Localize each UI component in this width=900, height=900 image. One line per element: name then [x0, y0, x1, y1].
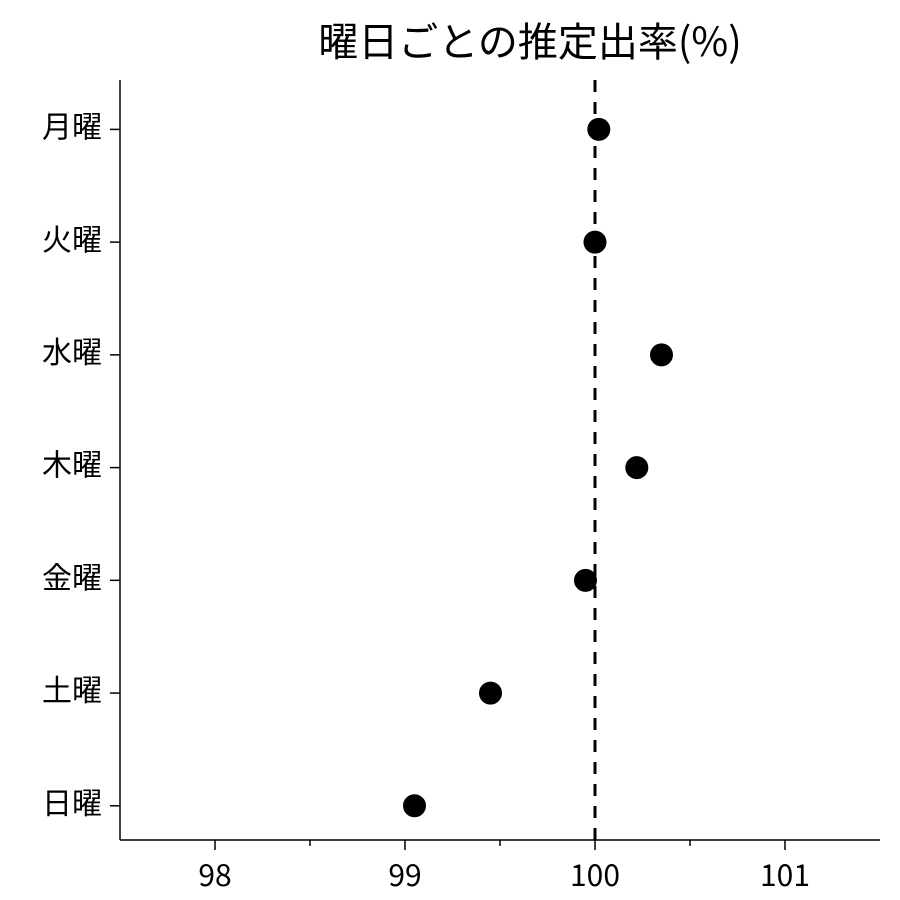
chart-container: 98 99 100 101 月曜火曜水曜木曜金曜土曜日曜 曜日ごとの推定出率(%)	[0, 0, 900, 900]
y-tick-label: 日曜	[42, 779, 102, 823]
y-tick-label: 土曜	[42, 666, 102, 710]
data-point	[575, 569, 597, 591]
data-point	[480, 682, 502, 704]
data-point	[404, 795, 426, 817]
x-tick-label: 101	[760, 851, 810, 895]
y-tick-label: 月曜	[42, 103, 102, 147]
data-point	[588, 118, 610, 140]
y-tick-label: 火曜	[42, 215, 102, 259]
y-tick-label: 金曜	[42, 553, 102, 597]
chart-background	[0, 0, 900, 900]
data-point	[584, 231, 606, 253]
y-tick-label: 水曜	[42, 328, 102, 372]
x-tick-label: 98	[198, 851, 231, 895]
y-tick-label: 木曜	[42, 441, 102, 485]
data-point	[626, 457, 648, 479]
data-point	[651, 344, 673, 366]
chart-title: 曜日ごとの推定出率(%)	[318, 10, 741, 68]
x-tick-label: 99	[388, 851, 421, 895]
x-tick-label: 100	[570, 851, 620, 895]
chart-svg: 98 99 100 101 月曜火曜水曜木曜金曜土曜日曜 曜日ごとの推定出率(%)	[0, 0, 900, 900]
